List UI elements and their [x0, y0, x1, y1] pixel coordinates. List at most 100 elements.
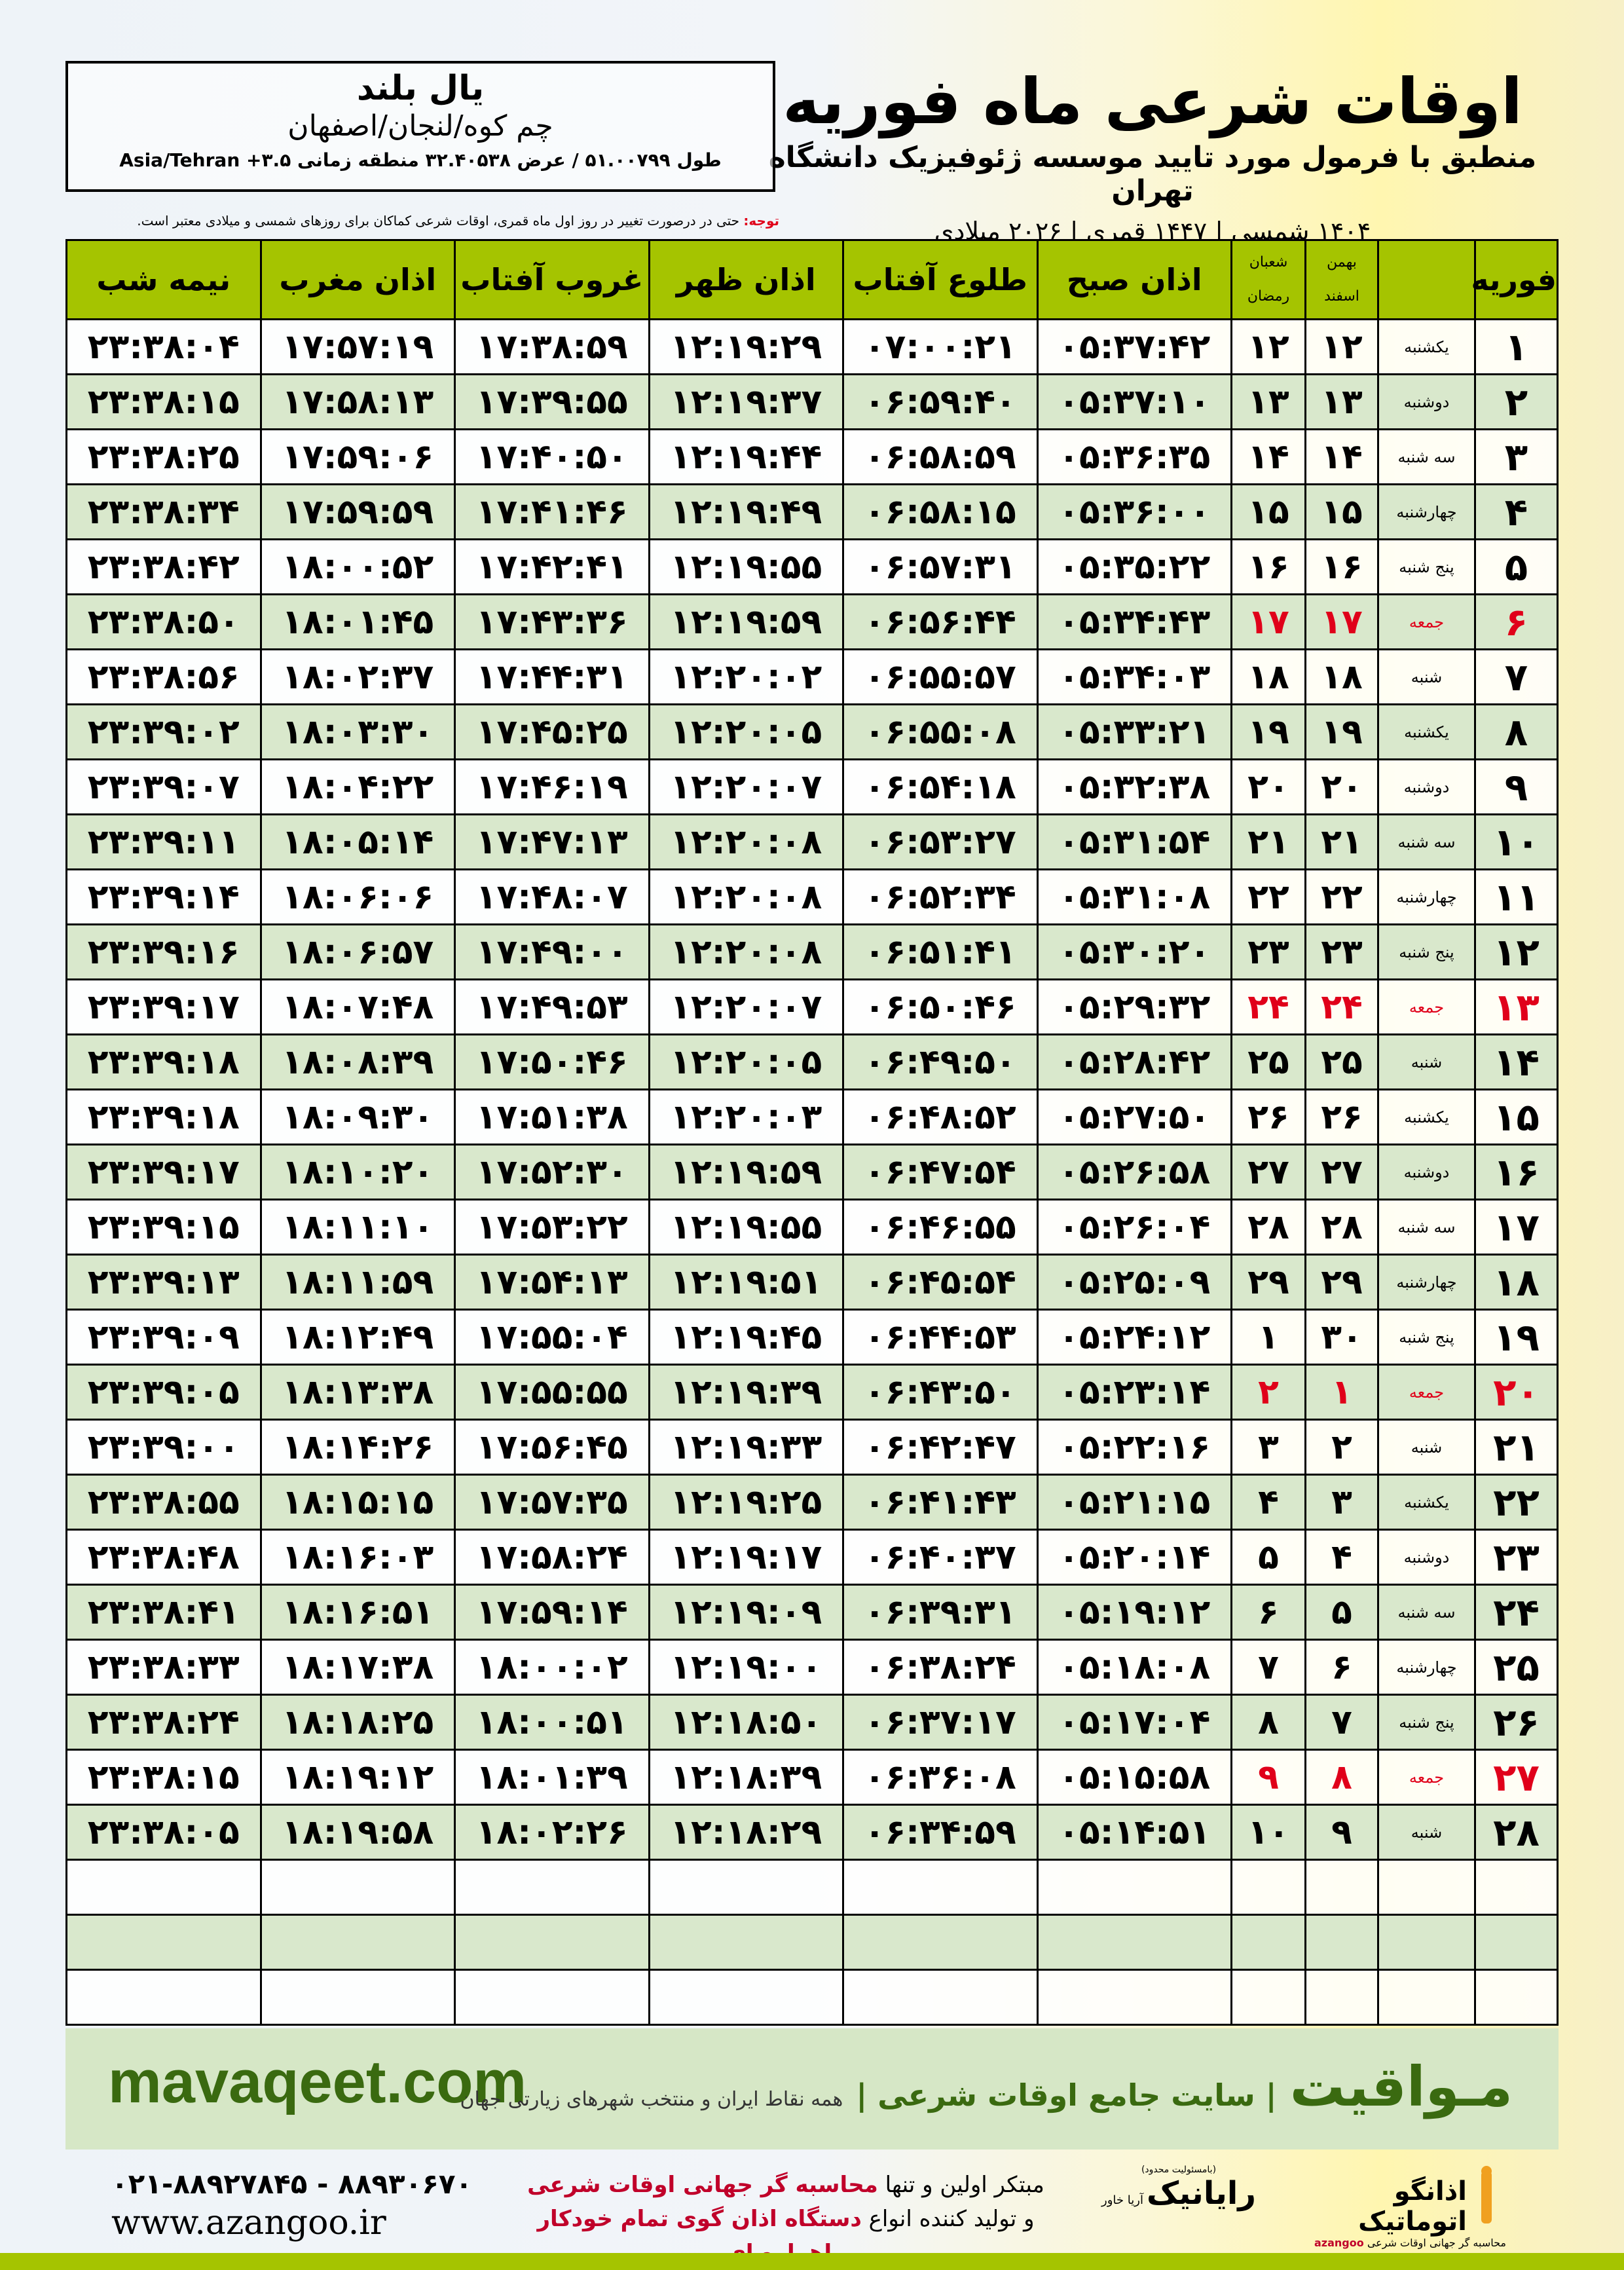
note: توجه: حتی در درصورت تغییر در روز اول ماه… — [65, 213, 779, 229]
empty-cell — [1230, 1969, 1306, 2026]
table-row: ۳ سه شنبه ۱۴ ۱۴ ۰۵:۳۶:۳۵ ۰۶:۵۸:۵۹ ۱۲:۱۹:۴۴ ۱۷:۴… — [65, 428, 1559, 485]
azangoo-website[interactable]: www.azangoo.ir — [111, 2203, 386, 2242]
header-solar-bottom: اسفند — [1324, 288, 1359, 305]
empty-cell — [454, 1969, 650, 2026]
cell-sunset: ۱۷:۵۳:۲۲ — [454, 1199, 650, 1256]
cell-sunrise: ۰۶:۳۶:۰۸ — [842, 1749, 1039, 1806]
cell-day-number: ۱۱ — [1474, 868, 1559, 925]
cell-weekday: چهارشنبه — [1377, 1639, 1476, 1696]
cell-sunset: ۱۷:۵۵:۵۵ — [454, 1364, 650, 1421]
cell-solar-day: ۳ — [1304, 1474, 1379, 1531]
empty-row — [65, 1914, 1559, 1971]
cell-maghrib: ۱۷:۵۹:۵۹ — [259, 483, 456, 540]
cell-midnight: ۲۳:۳۸:۵۵ — [65, 1474, 262, 1531]
cell-solar-day: ۱۸ — [1304, 648, 1379, 705]
cell-sunset: ۱۸:۰۲:۲۶ — [454, 1804, 650, 1861]
cell-maghrib: ۱۸:۱۰:۲۰ — [259, 1144, 456, 1200]
cell-lunar-day: ۲۶ — [1230, 1088, 1306, 1145]
cell-sunset: ۱۷:۳۹:۵۵ — [454, 373, 650, 430]
rayanik-small: (بامسئولیت محدود) — [1141, 2165, 1217, 2175]
cell-weekday: یکشنبه — [1377, 1474, 1476, 1531]
cell-dhuhr: ۱۲:۱۹:۰۹ — [648, 1584, 844, 1641]
empty-cell — [259, 1859, 456, 1916]
mavaqeet-site[interactable]: mavaqeet.com — [108, 2049, 527, 2115]
cell-day-number: ۲۵ — [1474, 1639, 1559, 1696]
cell-midnight: ۲۳:۳۹:۱۸ — [65, 1033, 262, 1090]
cell-solar-day: ۷ — [1304, 1694, 1379, 1751]
cell-weekday: دوشنبه — [1377, 1529, 1476, 1586]
empty-cell — [65, 1914, 262, 1971]
cell-dhuhr: ۱۲:۱۹:۵۹ — [648, 1144, 844, 1200]
cell-weekday: یکشنبه — [1377, 703, 1476, 760]
cell-dhuhr: ۱۲:۱۹:۵۵ — [648, 1199, 844, 1256]
cell-dhuhr: ۱۲:۱۹:۴۵ — [648, 1309, 844, 1366]
cell-solar-day: ۲۰ — [1304, 758, 1379, 815]
cell-dhuhr: ۱۲:۱۹:۳۳ — [648, 1419, 844, 1476]
cell-sunset: ۱۸:۰۱:۳۹ — [454, 1749, 650, 1806]
cell-weekday: دوشنبه — [1377, 758, 1476, 815]
cell-fajr: ۰۵:۲۵:۰۹ — [1036, 1254, 1232, 1311]
cell-maghrib: ۱۸:۰۶:۰۶ — [259, 868, 456, 925]
empty-cell — [648, 1969, 844, 2026]
cell-solar-day: ۲ — [1304, 1419, 1379, 1476]
table-row: ۱۹ پنج شنبه ۳۰ ۱ ۰۵:۲۴:۱۲ ۰۶:۴۴:۵۳ ۱۲:۱۹:۴۵ ۱۷:… — [65, 1309, 1559, 1366]
cell-sunset: ۱۷:۵۱:۳۸ — [454, 1088, 650, 1145]
cell-maghrib: ۱۸:۰۷:۴۸ — [259, 978, 456, 1035]
cell-solar-day: ۲۹ — [1304, 1254, 1379, 1311]
table-row: ۱۳ جمعه ۲۴ ۲۴ ۰۵:۲۹:۳۲ ۰۶:۵۰:۴۶ ۱۲:۲۰:۰۷ ۱۷:۴۹:… — [65, 978, 1559, 1035]
empty-cell — [454, 1914, 650, 1971]
cell-midnight: ۲۳:۳۸:۰۴ — [65, 318, 262, 375]
cell-lunar-day: ۱۲ — [1230, 318, 1306, 375]
cell-solar-day: ۱۹ — [1304, 703, 1379, 760]
cell-sunrise: ۰۶:۵۸:۵۹ — [842, 428, 1039, 485]
cell-day-number: ۲۲ — [1474, 1474, 1559, 1531]
cell-dhuhr: ۱۲:۱۹:۵۵ — [648, 538, 844, 595]
cell-maghrib: ۱۷:۵۹:۰۶ — [259, 428, 456, 485]
title-block: اوقات شرعی ماه فوریه منطبق با فرمول مورد… — [760, 62, 1545, 246]
cell-solar-day: ۲۴ — [1304, 978, 1379, 1035]
cell-lunar-day: ۱۰ — [1230, 1804, 1306, 1861]
cell-lunar-day: ۳ — [1230, 1419, 1306, 1476]
cell-lunar-day: ۲۳ — [1230, 923, 1306, 980]
cell-maghrib: ۱۸:۱۹:۵۸ — [259, 1804, 456, 1861]
prayer-times-table: فوریه بهمن اسفند شعبان رمضان اذان صبح طلوع… — [65, 239, 1559, 2026]
cell-fajr: ۰۵:۳۰:۲۰ — [1036, 923, 1232, 980]
cell-sunrise: ۰۶:۴۹:۵۰ — [842, 1033, 1039, 1090]
empty-cell — [1304, 1969, 1379, 2026]
cell-sunrise: ۰۶:۴۶:۵۵ — [842, 1199, 1039, 1256]
cell-dhuhr: ۱۲:۲۰:۰۷ — [648, 758, 844, 815]
cell-sunset: ۱۸:۰۰:۵۱ — [454, 1694, 650, 1751]
table-row: ۲۵ چهارشنبه ۶ ۷ ۰۵:۱۸:۰۸ ۰۶:۳۸:۲۴ ۱۲:۱۹:۰۰ ۱۸:۰… — [65, 1639, 1559, 1696]
cell-weekday: سه شنبه — [1377, 428, 1476, 485]
table-header-row: فوریه بهمن اسفند شعبان رمضان اذان صبح طلوع… — [65, 239, 1559, 320]
cell-midnight: ۲۳:۳۹:۰۷ — [65, 758, 262, 815]
cell-day-number: ۸ — [1474, 703, 1559, 760]
cell-fajr: ۰۵:۲۹:۳۲ — [1036, 978, 1232, 1035]
cell-sunset: ۱۷:۴۵:۲۵ — [454, 703, 650, 760]
cell-weekday: سه شنبه — [1377, 1199, 1476, 1256]
cell-lunar-day: ۱۴ — [1230, 428, 1306, 485]
table-row: ۷ شنبه ۱۸ ۱۸ ۰۵:۳۴:۰۳ ۰۶:۵۵:۵۷ ۱۲:۲۰:۰۲ ۱۷:۴۴:۳… — [65, 648, 1559, 705]
cell-dhuhr: ۱۲:۲۰:۰۵ — [648, 703, 844, 760]
cell-weekday: جمعه — [1377, 1364, 1476, 1421]
cell-solar-day: ۴ — [1304, 1529, 1379, 1586]
cell-midnight: ۲۳:۳۹:۰۵ — [65, 1364, 262, 1421]
header-solar: بهمن اسفند — [1304, 239, 1379, 320]
cell-day-number: ۱۵ — [1474, 1088, 1559, 1145]
empty-cell — [1377, 1859, 1476, 1916]
cell-maghrib: ۱۸:۰۱:۴۵ — [259, 593, 456, 650]
cell-midnight: ۲۳:۳۹:۰۲ — [65, 703, 262, 760]
azangoo-en: azangoo — [1314, 2237, 1364, 2249]
cell-midnight: ۲۳:۳۹:۱۸ — [65, 1088, 262, 1145]
empty-cell — [1474, 1914, 1559, 1971]
cell-fajr: ۰۵:۲۲:۱۶ — [1036, 1419, 1232, 1476]
cell-dhuhr: ۱۲:۲۰:۰۷ — [648, 978, 844, 1035]
cell-weekday: جمعه — [1377, 978, 1476, 1035]
empty-cell — [1230, 1914, 1306, 1971]
cell-sunrise: ۰۷:۰۰:۲۱ — [842, 318, 1039, 375]
rayanik-name: رایانیک — [1147, 2175, 1256, 2212]
header-lunar-bottom: رمضان — [1247, 288, 1290, 305]
rayanik-logo: (بامسئولیت محدود) رایانیک آریا خاور — [1100, 2165, 1257, 2237]
table-row: ۱۸ چهارشنبه ۲۹ ۲۹ ۰۵:۲۵:۰۹ ۰۶:۴۵:۵۴ ۱۲:۱۹:۵۱ ۱۷… — [65, 1254, 1559, 1311]
cell-day-number: ۲۸ — [1474, 1804, 1559, 1861]
